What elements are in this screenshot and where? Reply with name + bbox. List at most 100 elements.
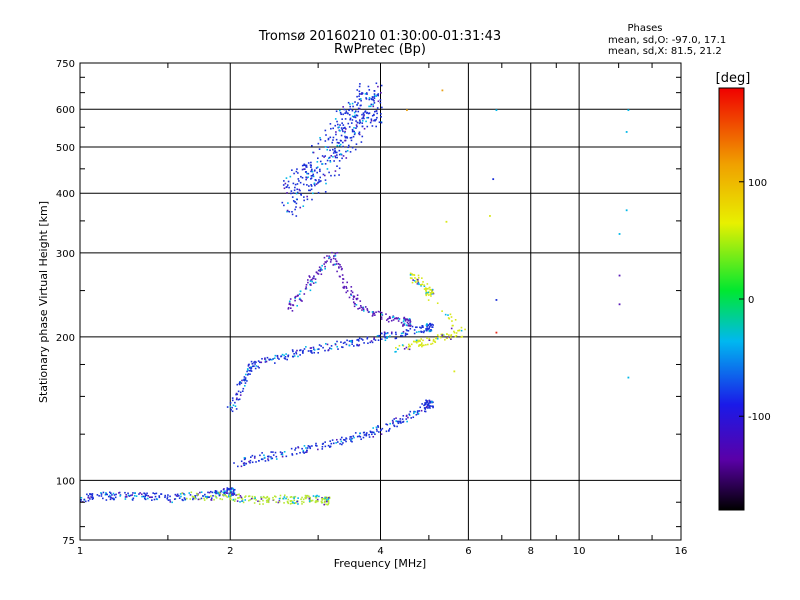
echo-point [293,355,296,357]
echo-point [289,307,292,310]
echo-point [338,266,340,268]
echo-point [383,331,386,334]
echo-point [301,168,304,171]
echo-point [350,286,353,288]
echo-point [340,127,343,129]
echo-point [350,293,352,296]
echo-point [109,498,112,501]
echo-point [327,499,329,502]
echo-point [242,462,245,465]
echo-point [414,281,417,283]
echo-point [336,340,338,343]
echo-point [169,499,171,501]
echo-point [127,492,129,495]
echo-point [318,495,320,498]
echo-point [235,494,237,496]
echo-point [360,104,362,107]
echo-point [145,494,148,497]
echo-point [125,495,128,498]
echo-point [345,437,348,440]
echo-point [426,292,429,295]
echo-point [341,141,344,144]
echo-point [383,335,386,338]
echo-point [358,131,361,134]
echo-point [410,417,413,419]
echo-point [432,291,435,294]
echo-point [432,292,435,295]
echo-point [431,290,434,293]
echo-point [106,493,108,496]
echo-point [372,99,374,101]
echo-point [448,336,451,339]
echo-point [237,497,239,499]
echo-point [324,140,327,142]
echo-point [409,345,411,348]
echo-point [247,373,250,375]
echo-point [214,491,217,494]
echo-point [333,160,335,162]
echo-point [317,157,319,160]
echo-point [362,308,365,311]
x-axis-label: Frequency [MHz] [334,557,426,570]
echo-point [418,283,420,286]
echo-point [361,117,363,120]
echo-point [302,205,305,208]
echo-point [141,495,143,498]
echo-point [370,431,372,434]
echo-point [293,502,295,505]
echo-point [274,495,276,498]
echo-point [320,273,323,276]
echo-point [368,112,371,114]
echo-point [409,321,411,324]
echo-point [327,157,330,160]
echo-point [430,289,433,291]
echo-point [349,436,352,438]
echo-point [351,119,354,121]
echo-point [375,118,377,121]
echo-point [423,344,425,347]
echo-point [291,213,294,216]
echo-point [282,497,285,500]
echo-point [266,501,268,503]
echo-point [295,170,298,173]
echo-point [347,122,350,125]
echo-point [344,126,346,129]
echo-point [244,499,247,501]
echo-point [319,138,322,141]
echo-point [291,454,294,456]
echo-point [331,251,333,254]
echo-point [380,338,383,340]
echo-point [318,348,320,350]
echo-point [313,170,316,172]
echo-point [280,355,282,358]
echo-point [231,487,233,489]
echo-point [307,445,310,447]
echo-point [219,498,222,500]
echo-point [386,335,389,338]
echo-point [416,326,418,329]
echo-point [87,499,90,502]
echo-point [241,498,244,501]
echo-point [253,361,255,364]
echo-point [266,356,269,359]
echo-point [231,410,234,413]
echo-point [458,329,461,332]
echo-point [105,499,108,501]
echo-point [372,431,375,434]
echo-point [240,465,243,468]
echo-point [386,423,389,426]
echo-point [405,346,408,349]
echo-point [341,267,343,270]
echo-point [359,93,361,95]
echo-point [429,401,431,404]
echo-point [334,252,337,255]
echo-point [406,333,409,335]
echo-point [231,406,233,409]
echo-point [166,497,169,500]
echo-point [357,340,360,342]
echo-point [285,186,288,189]
echo-point [341,443,343,446]
echo-point [294,296,296,299]
echo-point [342,124,345,126]
echo-point [315,442,317,445]
